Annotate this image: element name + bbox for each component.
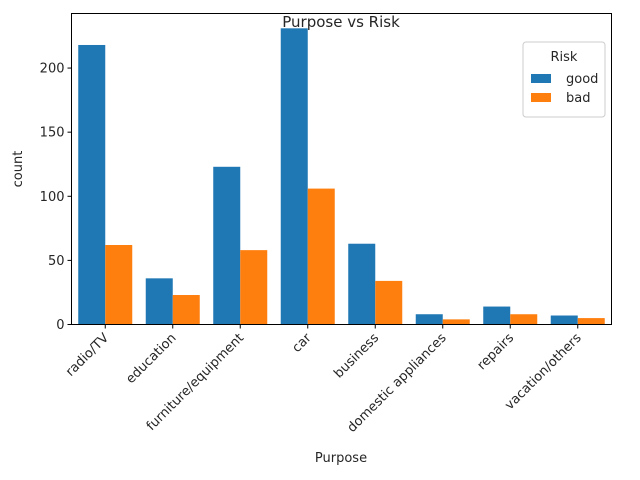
x-tick-label: radio/TV bbox=[63, 331, 112, 380]
chart-title: Purpose vs Risk bbox=[282, 13, 400, 31]
legend-swatch-bad bbox=[531, 93, 551, 102]
y-tick-label: 150 bbox=[40, 126, 65, 141]
x-tick-label: repairs bbox=[475, 331, 518, 374]
legend-swatch-good bbox=[531, 74, 551, 83]
bar-bad-7 bbox=[577, 318, 605, 325]
y-tick-label: 100 bbox=[40, 190, 65, 205]
x-axis-label: Purpose bbox=[315, 451, 367, 466]
bar-good-6 bbox=[483, 306, 511, 325]
y-tick-label: 200 bbox=[40, 62, 65, 77]
x-tick-label: car bbox=[289, 330, 315, 356]
bar-bad-3 bbox=[307, 188, 335, 325]
legend-label-good: good bbox=[566, 72, 598, 87]
legend: Risk good bad bbox=[522, 41, 606, 118]
x-tick-label: business bbox=[331, 331, 382, 382]
bar-bad-2 bbox=[240, 250, 268, 325]
bar-good-3 bbox=[280, 28, 308, 325]
bar-good-4 bbox=[348, 243, 376, 325]
bar-bad-6 bbox=[510, 314, 538, 325]
bar-bad-1 bbox=[172, 295, 200, 325]
x-tick-label: education bbox=[123, 331, 179, 387]
bar-bad-4 bbox=[375, 280, 403, 325]
bar-good-1 bbox=[145, 278, 173, 325]
bar-bad-0 bbox=[105, 245, 133, 325]
bar-good-2 bbox=[213, 166, 241, 325]
y-axis-label: count bbox=[11, 151, 26, 188]
y-tick-label: 0 bbox=[56, 318, 64, 333]
bar-good-0 bbox=[78, 44, 106, 325]
y-tick-label: 50 bbox=[48, 254, 65, 269]
bar-good-7 bbox=[550, 315, 578, 325]
bar-bad-5 bbox=[442, 319, 470, 325]
y-axis: 0 50 100 150 200 bbox=[40, 62, 72, 333]
legend-label-bad: bad bbox=[566, 91, 590, 106]
plot-frame bbox=[71, 13, 612, 325]
bars-group bbox=[78, 28, 605, 325]
bar-good-5 bbox=[415, 314, 443, 325]
legend-title: Risk bbox=[551, 50, 578, 65]
